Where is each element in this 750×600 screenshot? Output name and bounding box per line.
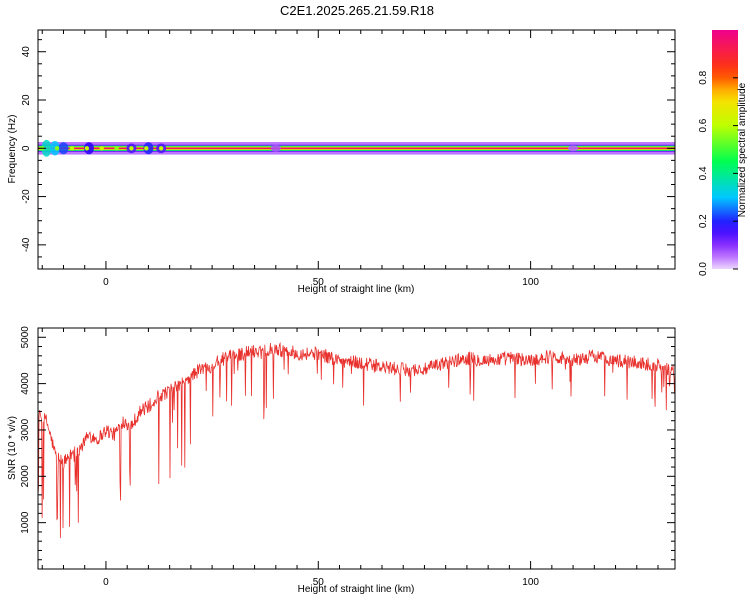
snr-ytick-label: 2000 bbox=[20, 465, 31, 488]
snr-panel: 0 50 100 1000 2000 3000 4000 5000 Height of stra… bbox=[7, 326, 676, 595]
snr-series-line bbox=[38, 341, 675, 539]
snr-ytick-label: 4000 bbox=[20, 372, 31, 395]
core-dot bbox=[84, 146, 90, 151]
snr-xtick-label: 100 bbox=[522, 577, 539, 588]
band-core bbox=[38, 147, 675, 150]
core-dot bbox=[54, 146, 60, 151]
spectrogram-frame bbox=[37, 29, 676, 270]
spectrogram-ytick-label: 40 bbox=[21, 46, 32, 58]
colorbar-label: Normalized spectral amplitude bbox=[737, 82, 748, 217]
spectrogram-ytick-label: -40 bbox=[21, 237, 32, 252]
spectrogram-xtick-label: 0 bbox=[103, 277, 109, 288]
spectrogram-xtick-label: 50 bbox=[313, 277, 325, 288]
snr-ylabel: SNR (10 * v/v) bbox=[7, 416, 18, 480]
snr-xtick-label: 0 bbox=[103, 577, 109, 588]
colorbar-tick-label: 0.8 bbox=[698, 70, 709, 84]
spectrogram-xlabel: Height of straight line (km) bbox=[298, 284, 415, 295]
core-dot bbox=[129, 146, 134, 151]
core-dot bbox=[99, 146, 104, 151]
figure-title: C2E1.2025.265.21.59.R18 bbox=[280, 3, 434, 18]
snr-xtick-label: 50 bbox=[313, 577, 325, 588]
spectral-blob bbox=[270, 144, 281, 152]
spectral-blob bbox=[58, 142, 69, 155]
core-dot bbox=[69, 146, 75, 151]
snr-ytick-label: 1000 bbox=[20, 511, 31, 534]
spectrogram-panel: 0 50 100 40 20 0 -20 -40 Height of straight line… bbox=[7, 29, 676, 295]
colorbar-tick-label: 0.0 bbox=[698, 262, 709, 276]
snr-ytick-label: 3000 bbox=[20, 418, 31, 441]
core-dot bbox=[144, 146, 149, 151]
spectrogram-ytick-label: 0 bbox=[21, 145, 32, 151]
colorbar-tick-label: 0.4 bbox=[698, 166, 709, 180]
colorbar-tick-label: 0.2 bbox=[698, 214, 709, 228]
spectral-blob bbox=[568, 145, 579, 152]
colorbar: 0.0 0.2 0.4 0.6 0.8 Normalized spectral ampli… bbox=[698, 30, 748, 276]
spectral-blob bbox=[41, 139, 52, 157]
spectrogram-xtick-label: 100 bbox=[522, 277, 539, 288]
spectrogram-ytick-label: 20 bbox=[21, 94, 32, 106]
snr-ytick-label: 5000 bbox=[20, 326, 31, 349]
core-dot bbox=[114, 146, 119, 151]
colorbar-fill bbox=[712, 30, 738, 269]
snr-xlabel: Height of straight line (km) bbox=[298, 584, 415, 595]
core-dot bbox=[158, 146, 164, 151]
spectrogram-ylabel: Frequency (Hz) bbox=[7, 115, 18, 184]
spectrogram-ytick-label: -20 bbox=[21, 189, 32, 204]
colorbar-tick-label: 0.6 bbox=[698, 118, 709, 132]
